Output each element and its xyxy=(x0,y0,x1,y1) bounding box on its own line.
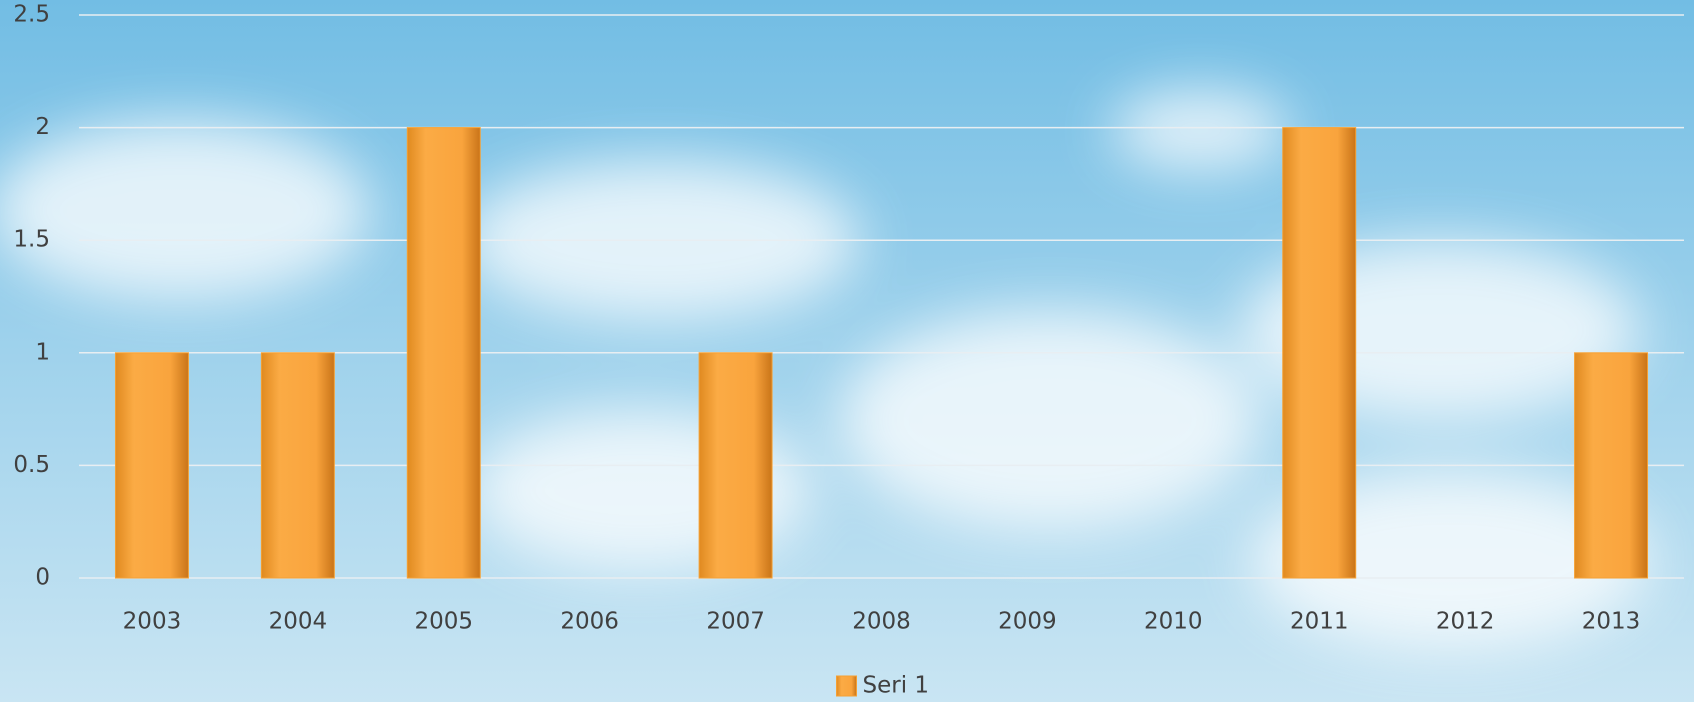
y-tick-label: 0 xyxy=(35,565,50,591)
x-tick-label: 2010 xyxy=(1144,609,1203,635)
bar xyxy=(1575,353,1648,578)
x-tick-label: 2008 xyxy=(852,609,911,635)
x-tick-label: 2006 xyxy=(560,609,619,635)
y-tick-label: 1.5 xyxy=(13,227,50,253)
chart: 0 0.5 1 1.5 2 2.5 2003 2004 2005 2006 2007 2008 2009… xyxy=(0,0,1694,702)
x-tick-label: 2012 xyxy=(1436,609,1495,635)
legend-label: Seri 1 xyxy=(863,673,930,699)
bar xyxy=(115,353,188,578)
y-tick-label: 1 xyxy=(35,339,50,365)
bar xyxy=(407,128,480,578)
x-tick-label: 2011 xyxy=(1290,609,1349,635)
legend-swatch xyxy=(837,676,857,696)
y-tick-label: 2 xyxy=(35,114,50,140)
x-tick-label: 2005 xyxy=(414,609,473,635)
x-tick-label: 2013 xyxy=(1582,609,1641,635)
y-tick-label: 0.5 xyxy=(13,452,50,478)
bar xyxy=(261,353,334,578)
x-tick-label: 2003 xyxy=(123,609,182,635)
x-tick-label: 2004 xyxy=(269,609,328,635)
x-tick-label: 2009 xyxy=(998,609,1057,635)
y-tick-label: 2.5 xyxy=(13,2,50,28)
bar xyxy=(1283,128,1356,578)
bar xyxy=(699,353,772,578)
x-tick-label: 2007 xyxy=(706,609,765,635)
